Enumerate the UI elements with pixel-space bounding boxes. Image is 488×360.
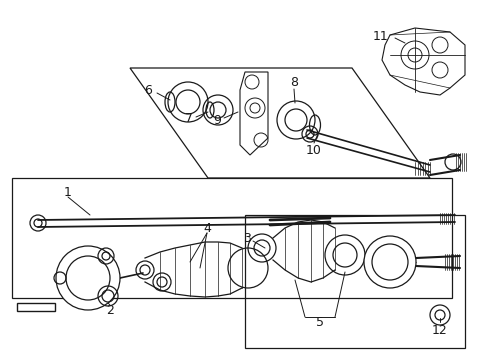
Text: 10: 10 — [305, 144, 321, 157]
Text: 5: 5 — [315, 315, 324, 328]
Bar — [244, 215, 464, 348]
Text: 4: 4 — [203, 221, 210, 234]
Text: 6: 6 — [144, 84, 152, 96]
Text: 1: 1 — [64, 186, 72, 199]
Circle shape — [56, 246, 120, 310]
Circle shape — [363, 236, 415, 288]
Text: 12: 12 — [431, 324, 447, 337]
Bar — [12, 178, 451, 298]
Text: 2: 2 — [106, 303, 114, 316]
Text: 8: 8 — [289, 76, 297, 89]
Text: 9: 9 — [213, 113, 221, 126]
Bar — [17, 303, 55, 311]
Text: 11: 11 — [372, 30, 388, 42]
Text: 7: 7 — [184, 112, 193, 125]
Text: 3: 3 — [243, 231, 250, 244]
